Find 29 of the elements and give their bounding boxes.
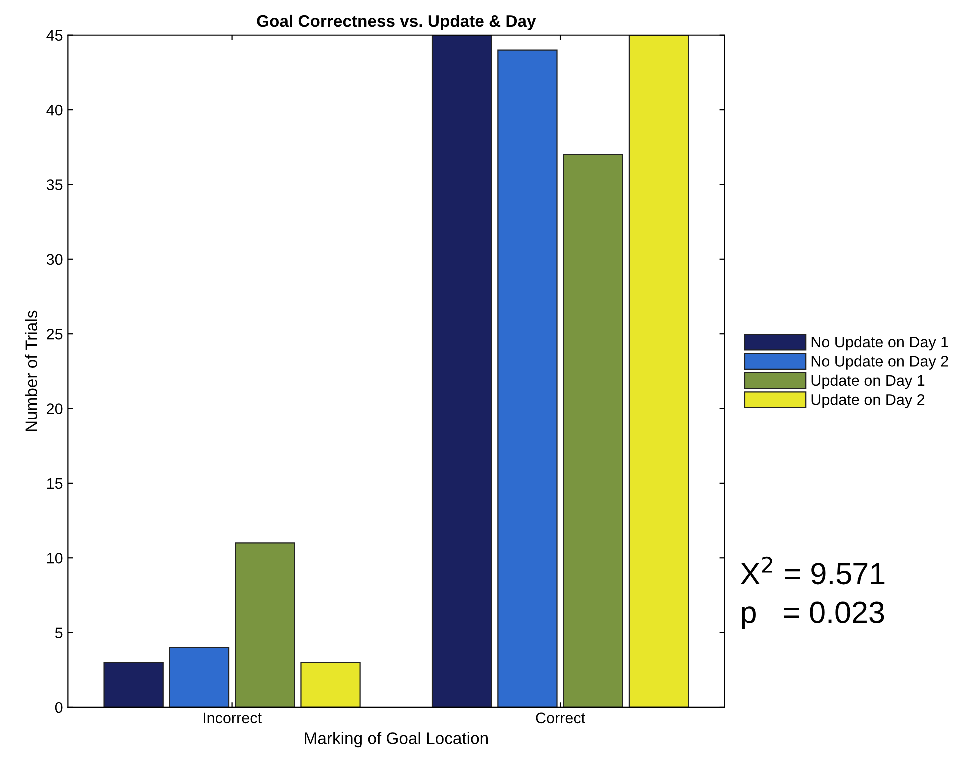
bar <box>432 35 492 708</box>
x-axis-title: Marking of Goal Location <box>305 732 488 748</box>
y-tick-label: 15 <box>47 478 63 490</box>
y-tick-label: 10 <box>47 552 63 564</box>
legend-label: No Update on Day 2 <box>812 356 948 370</box>
bar <box>169 647 230 708</box>
chart-title: Goal Correctness vs. Update & Day <box>257 14 536 30</box>
x-tick-label: Incorrect <box>204 712 262 724</box>
text: X$^{2}$ = 9.571 <box>740 556 885 585</box>
bar <box>498 50 558 708</box>
y-tick-label: 30 <box>46 254 63 266</box>
bar <box>628 35 690 708</box>
bar <box>563 154 624 708</box>
y-tick-label: 45 <box>46 30 63 42</box>
y-tick-label: 40 <box>46 104 63 116</box>
y-axis-title: Number of Trials <box>25 310 38 432</box>
x-tick-label: Correct <box>536 712 586 724</box>
text: p = 0.023 <box>742 602 884 630</box>
legend-label: Update on Day 1 <box>812 374 925 390</box>
y-tick-label: 25 <box>47 328 63 340</box>
bar <box>104 662 164 708</box>
y-tick-label: 5 <box>55 628 63 638</box>
y-tick-label: 0 <box>55 702 63 714</box>
y-tick-label: 20 <box>47 404 63 414</box>
legend-label: Update on Day 2 <box>812 394 925 408</box>
bar <box>300 662 361 708</box>
bar <box>235 542 296 708</box>
legend-label: No Update on Day 1 <box>812 336 948 351</box>
y-tick-label: 35 <box>46 180 63 190</box>
